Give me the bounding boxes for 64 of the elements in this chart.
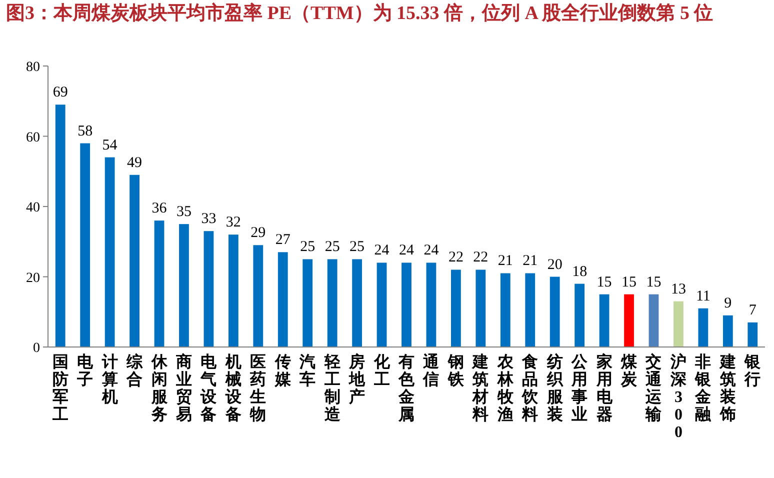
x-tick-label: 煤炭 (620, 353, 638, 388)
data-label: 22 (448, 250, 464, 266)
title: 图3：本周煤炭板块平均市盈率 PE（TTM）为 15.33 倍，位列 A 股全行业倒数第 5 位 (6, 2, 714, 26)
y-tick-label: 40 (26, 200, 40, 216)
x-tick-label: 建筑材料 (470, 353, 489, 424)
x-tick-label: 有色金属 (398, 353, 416, 424)
x-tick-label: 轻工制造 (323, 353, 342, 424)
data-label: 24 (424, 242, 440, 259)
data-label: 69 (52, 84, 68, 101)
x-tick-label: 计算机 (100, 353, 118, 406)
x-tick-label: 通信 (422, 353, 440, 388)
x-tick-label: 机械设备 (224, 353, 242, 424)
x-tick-label: 医药生物 (249, 354, 266, 424)
x-tick-label: 食品饮料 (521, 353, 540, 424)
x-tick-label: 商业贸易 (174, 353, 192, 424)
data-label: 18 (572, 264, 588, 280)
x-tick-label: 公用事业 (570, 353, 589, 424)
data-label: 24 (374, 242, 390, 259)
data-label: 36 (152, 200, 168, 217)
data-label: 27 (275, 232, 291, 248)
y-tick-label: 80 (26, 60, 40, 75)
x-tick-label: 非银金融 (694, 353, 712, 424)
data-label: 11 (696, 288, 710, 304)
x-tick-label: 电子 (76, 353, 94, 388)
data-label: 22 (473, 250, 488, 266)
y-tick-label: 0 (33, 341, 40, 356)
data-label: 49 (127, 154, 142, 171)
data-label: 54 (102, 137, 118, 154)
data-label: 25 (324, 239, 340, 256)
data-label: 33 (201, 211, 216, 228)
data-label: 7 (748, 302, 757, 318)
x-tick-label: 纺织服装 (546, 353, 564, 424)
x-tick-label: 电气设备 (200, 353, 218, 424)
x-tick-label: 银行 (744, 353, 762, 388)
data-label: 21 (498, 253, 513, 270)
x-tick-label: 汽车 (298, 353, 316, 388)
x-tick-label: 建筑装饰 (718, 353, 736, 424)
data-label: 20 (547, 256, 562, 273)
data-label: 35 (176, 204, 192, 220)
data-label: 13 (670, 281, 686, 298)
x-tick-label: 农林牧渔 (496, 353, 514, 424)
x-tick-label: 沪深300 (669, 352, 688, 441)
data-label: 15 (646, 274, 662, 290)
x-tick-label: 化工 (372, 353, 391, 388)
y-tick-label: 60 (26, 130, 40, 146)
data-label: 15 (622, 274, 637, 290)
x-tick-label: 综合 (126, 353, 144, 388)
x-tick-label: 休闲服务 (150, 353, 168, 424)
x-tick-label: 家用电器 (595, 352, 614, 424)
data-label: 15 (596, 274, 612, 290)
data-label: 25 (350, 239, 365, 256)
x-tick-label: 钢铁 (446, 353, 465, 388)
data-label: 9 (724, 295, 732, 312)
data-label: 58 (78, 123, 93, 140)
data-label: 29 (250, 225, 266, 242)
y-tick-label: 20 (26, 270, 40, 286)
x-tick-label: 房地产 (348, 352, 366, 406)
data-label: 25 (300, 239, 316, 256)
x-tick-label: 国防军工 (51, 354, 68, 424)
data-label: 21 (522, 253, 538, 270)
x-tick-label: 交通运输 (644, 352, 663, 424)
x-tick-label: 传媒 (274, 353, 292, 388)
data-label: 24 (399, 242, 414, 259)
data-label: 32 (226, 214, 241, 231)
